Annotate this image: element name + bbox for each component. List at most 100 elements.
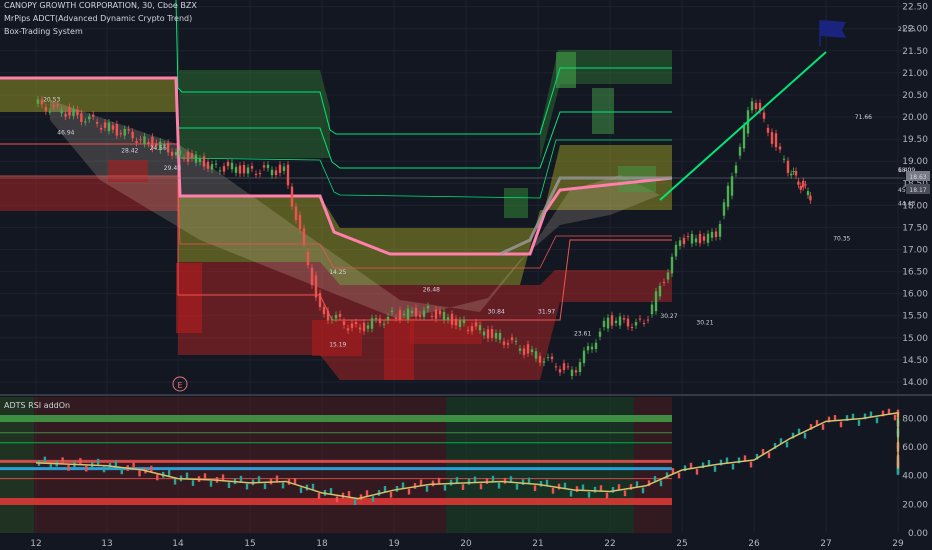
y-tick-13: 20.50 [902,91,928,101]
x-tick-11: 27 [820,539,831,549]
candle-body-197 [809,195,812,201]
osc-bar-121 [761,448,765,455]
candle-body-166 [698,234,702,244]
candle-body-21 [119,133,123,135]
osc-bar-105 [665,472,669,479]
candle-body-114 [490,329,494,338]
candle-body-49 [230,162,234,170]
candle-body-40 [194,154,198,163]
value-label-17: 44.43 [898,200,915,207]
candle-body-58 [266,164,270,169]
candle-body-76 [338,313,342,317]
y-tick-17: 22.50 [902,3,928,13]
candle-body-22 [123,128,126,136]
candle-body-136 [578,362,582,373]
candle-body-171 [718,223,722,237]
osc-bar-141 [881,410,885,417]
osc-bar-40 [275,475,279,482]
candle-body-149 [630,326,634,328]
osc-bar-7 [79,458,82,464]
candle-body-152 [642,322,646,324]
candle-body-63 [286,164,290,186]
value-label-9: 31.97 [538,309,555,316]
osc-bar-106 [671,468,675,474]
candle-body-118 [506,343,510,345]
osc-bar-85 [545,479,549,486]
candle-body-91 [398,310,402,320]
candle-body-79 [350,323,354,328]
candle-body-61 [278,164,282,173]
osc-y-tick-2: 40.00 [902,472,928,482]
candle-body-144 [610,315,614,326]
x-tick-4: 18 [316,539,328,549]
indicator-name-2[interactable]: Box-Trading System [4,27,83,36]
value-label-10: 23.61 [574,331,591,338]
osc-bar-5 [67,465,70,471]
candle-body-142 [602,320,606,327]
osc-bar-135 [845,415,849,421]
candle-body-82 [362,322,366,332]
value-label-14: 71.66 [855,114,872,121]
candle-body-164 [690,234,694,244]
osc-bar-97 [617,484,621,490]
x-tick-2: 14 [172,539,184,549]
osc-bar-130 [815,420,819,426]
candle-body-134 [570,369,574,376]
candle-body-158 [666,272,670,280]
candle-body-131 [558,369,562,373]
candle-body-93 [406,308,410,320]
event-marker[interactable]: E [172,376,188,392]
candle-body-31 [159,141,162,151]
osc-bar-83 [533,485,537,492]
candle-body-60 [274,170,278,176]
candle-body-116 [498,332,502,340]
osc-bar-138 [863,413,867,420]
candle-body-109 [470,326,474,332]
candle-body-5 [56,104,59,106]
osc-bar-94 [599,485,603,491]
oscillator-axis[interactable]: 0.00 20.00 40.00 60.00 80.00 [902,414,928,539]
candle-body-28 [147,142,150,145]
candle-body-53 [246,167,250,174]
candle-body-101 [438,310,442,315]
candle-body-84 [370,318,374,329]
candle-body-132 [562,363,566,371]
osc-bar-113 [713,466,717,472]
value-label-15: 21.55 [898,26,915,33]
osc-y-tick-1: 20.00 [902,500,928,510]
value-label-2: 28.42 [121,147,138,154]
candle-body-160 [674,244,678,257]
osc-bar-52 [347,491,351,497]
candle-body-168 [706,233,710,243]
candle-body-137 [582,350,586,363]
osc-bar-1 [43,456,47,463]
candle-body-95 [414,308,418,317]
indicator-name-1[interactable]: MrPips ADCT(Advanced Dynamic Crypto Tren… [4,14,193,23]
candle-body-26 [139,139,142,141]
y-tick-7: 17.50 [902,223,928,233]
candle-body-38 [186,151,190,162]
candle-body-145 [614,320,618,323]
candle-body-141 [598,331,602,337]
time-axis[interactable]: 12 13 14 15 18 19 20 21 22 25 26 27 29 [30,539,904,549]
osc-bar-80 [515,483,519,490]
candle-body-120 [514,340,518,342]
value-label-7: 26.48 [423,286,440,293]
candle-body-88 [386,316,390,321]
y-tick-12: 20.00 [902,113,928,123]
candle-body-112 [482,331,486,336]
osc-bar-103 [653,476,657,482]
value-label-3: 24.56 [150,145,167,152]
osc-bar-136 [851,413,855,420]
value-label-4: 29.40 [164,165,181,172]
osc-bar-104 [659,480,663,487]
y-tick-10: 19.00 [902,157,928,167]
candle-body-113 [486,329,490,339]
candle-body-59 [270,169,274,176]
current-price-label: 18.63 [909,174,926,181]
candle-body-70 [314,275,318,298]
candle-body-52 [242,165,246,174]
candle-body-7 [64,113,67,117]
x-tick-0: 12 [30,539,41,549]
